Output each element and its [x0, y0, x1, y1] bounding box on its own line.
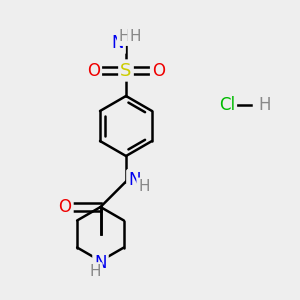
Text: N: N	[111, 34, 124, 52]
Text: H: H	[89, 264, 101, 279]
Text: S: S	[120, 61, 132, 80]
Text: H: H	[119, 29, 130, 44]
Text: N: N	[128, 171, 141, 189]
Text: H: H	[138, 179, 150, 194]
Text: O: O	[87, 61, 100, 80]
Text: O: O	[152, 61, 165, 80]
Text: O: O	[58, 198, 72, 216]
Text: N: N	[94, 254, 107, 272]
Text: H: H	[129, 29, 141, 44]
Text: H: H	[258, 96, 271, 114]
Text: Cl: Cl	[219, 96, 235, 114]
